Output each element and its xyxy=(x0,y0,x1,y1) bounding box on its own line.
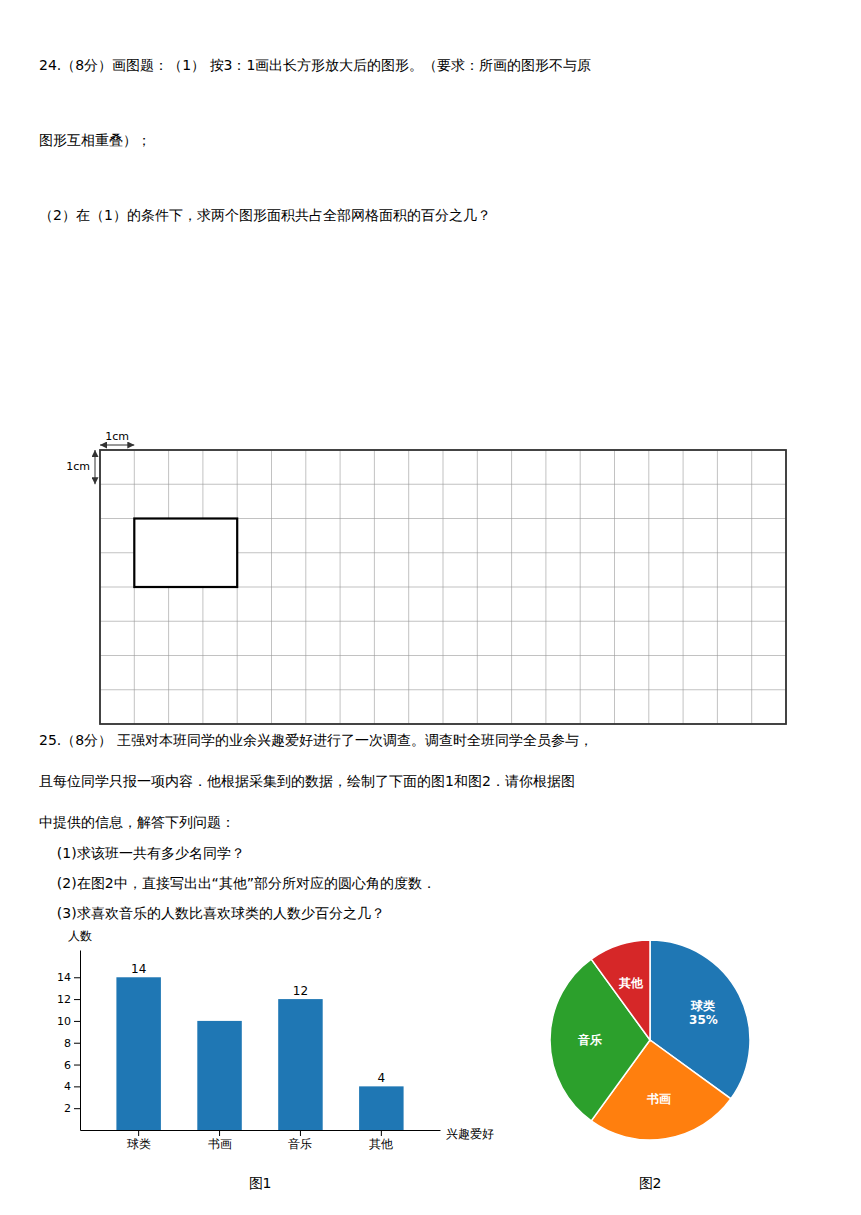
chart-title: 图1 xyxy=(249,1175,272,1191)
tick-mark xyxy=(74,1043,80,1044)
slice-label-line: 35% xyxy=(689,1012,718,1026)
tick-mark xyxy=(74,1065,80,1066)
paragraph-line: （2）在（1）的条件下，求两个图形面积共占全部网格面积的百分之几？ xyxy=(39,207,491,223)
tick: 4 xyxy=(64,1080,80,1093)
y-axis: 2 4 6 8 10 12 14 xyxy=(57,951,81,1131)
unit-arrow xyxy=(100,445,134,446)
grid-line xyxy=(100,689,786,690)
tick-mark xyxy=(74,977,80,978)
unit-label: 1cm xyxy=(105,430,129,443)
rectangle xyxy=(134,519,237,588)
tick-label: 12 xyxy=(57,993,71,1006)
bars xyxy=(116,977,403,1130)
unit-label: 1cm xyxy=(66,460,90,473)
bar xyxy=(359,1086,403,1130)
tick: 音乐 xyxy=(288,1130,312,1151)
tick-mark xyxy=(74,1108,80,1109)
tick-label: 音乐 xyxy=(288,1137,312,1151)
slice-label-line: 其他 xyxy=(618,975,644,989)
paragraph-line: 中提供的信息，解答下列问题： xyxy=(39,814,235,830)
tick-mark xyxy=(219,1130,220,1136)
bar xyxy=(278,999,322,1130)
grid-line xyxy=(100,655,786,656)
bar xyxy=(116,977,160,1130)
slice xyxy=(591,940,650,1040)
x-axis-title: 兴趣爱好 xyxy=(446,1127,494,1141)
page: 24.（8分）画图题：（1） 按3：1画出长方形放大后的图形。（要求：所画的图形… xyxy=(0,0,861,1215)
tick: 2 xyxy=(64,1102,80,1115)
tick: 14 xyxy=(57,971,80,984)
unit-arrow xyxy=(95,450,96,484)
paragraph-line: 且每位同学只报一项内容．他根据采集到的数据，绘制了下面的图1和图2．请你根据图 xyxy=(39,773,575,789)
paragraph-line: 24.（8分）画图题：（1） 按3：1画出长方形放大后的图形。（要求：所画的图形… xyxy=(39,57,591,73)
tick-mark xyxy=(74,1086,80,1087)
tick-mark xyxy=(74,999,80,1000)
text-block: 24.（8分）画图题：（1） 按3：1画出长方形放大后的图形。（要求：所画的图形… xyxy=(39,57,591,223)
tick-mark xyxy=(381,1130,382,1136)
axis-line xyxy=(81,1130,441,1131)
tick-label: 球类 xyxy=(127,1137,151,1151)
x-axis: 球类 书画 音乐 其他 xyxy=(81,1130,441,1151)
tick-label: 8 xyxy=(64,1037,71,1050)
data-label: 14 xyxy=(131,962,146,976)
bar-chart: 球类 书画 音乐 其他 2 4 6 8 10 12 14 14 12 4 人数兴趣爱好图1 xyxy=(57,929,494,1191)
pie-chart: 球类35% 书画 音乐 其他 xyxy=(550,940,750,1140)
tick-label: 6 xyxy=(64,1059,71,1072)
slice-label-line: 球类 xyxy=(690,998,715,1012)
paragraph-line: 图形互相重叠）； xyxy=(39,132,151,148)
slice-label: 球类35% xyxy=(689,998,718,1026)
grid-line xyxy=(100,484,786,485)
data-label: 4 xyxy=(378,1071,386,1085)
grid-line xyxy=(100,621,786,622)
grid-figure: 1cm 1cm xyxy=(66,430,786,724)
tick: 10 xyxy=(57,1015,80,1028)
tick-mark xyxy=(138,1130,139,1136)
paragraph-line: (2)在图2中，直接写出出“其他”部分所对应的圆心角的度数． xyxy=(39,875,436,891)
tick: 其他 xyxy=(369,1130,393,1151)
background xyxy=(0,0,861,1215)
tick-label: 2 xyxy=(64,1102,71,1115)
tick-label: 10 xyxy=(57,1015,71,1028)
tick: 8 xyxy=(64,1037,80,1050)
slice-label: 其他 xyxy=(618,975,644,989)
tick-label: 书画 xyxy=(208,1137,232,1151)
slice-label: 书画 xyxy=(646,1092,671,1106)
paragraph-line: (1)求该班一共有多少名同学？ xyxy=(39,845,245,861)
tick-label: 4 xyxy=(64,1080,71,1093)
data-label: 12 xyxy=(293,984,308,998)
tick: 球类 xyxy=(127,1130,151,1151)
y-axis-title: 人数 xyxy=(68,929,92,943)
chart-title: 图2 xyxy=(639,1175,662,1191)
tick: 12 xyxy=(57,993,80,1006)
slice-label: 音乐 xyxy=(577,1033,602,1047)
tick-label: 其他 xyxy=(369,1137,393,1151)
grid-frame xyxy=(100,450,786,724)
grid-background xyxy=(100,450,786,724)
tick: 6 xyxy=(64,1059,80,1072)
slice xyxy=(550,959,650,1121)
slice-label-line: 书画 xyxy=(646,1092,671,1106)
tick-label: 14 xyxy=(57,971,71,984)
paragraph-line: 25.（8分） 王强对本班同学的业余兴趣爱好进行了一次调查。调查时全班同学全员参… xyxy=(39,732,593,748)
tick-mark xyxy=(300,1130,301,1136)
paragraph-line: (3)求喜欢音乐的人数比喜欢球类的人数少百分之几？ xyxy=(39,905,385,921)
axis-line xyxy=(80,951,81,1131)
slice-label-line: 音乐 xyxy=(577,1033,602,1047)
text-block: 25.（8分） 王强对本班同学的业余兴趣爱好进行了一次调查。调查时全班同学全员参… xyxy=(39,732,593,921)
tick: 书画 xyxy=(208,1130,232,1151)
bar xyxy=(197,1021,241,1130)
tick-mark xyxy=(74,1021,80,1022)
